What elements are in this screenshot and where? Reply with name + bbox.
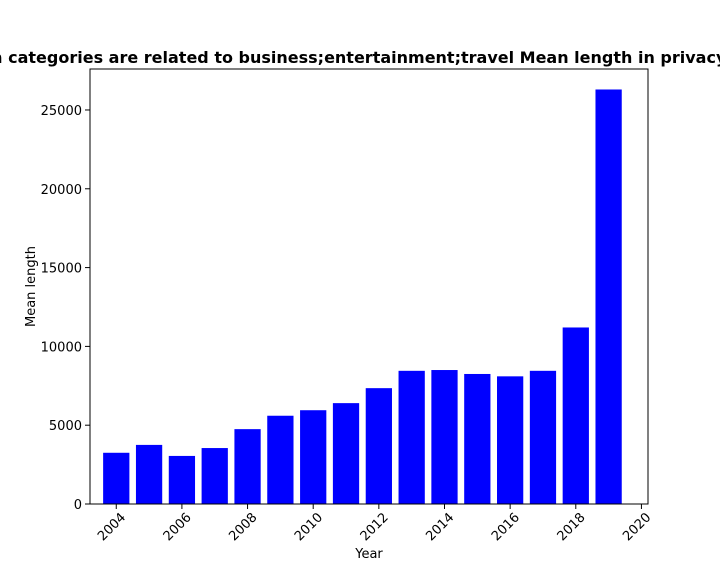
bar-2008 [234,429,261,504]
chart-title: Apps in categories are related to busine… [0,48,720,67]
x-tick-label: 2014 [423,510,457,544]
x-tick-label: 2006 [161,510,195,544]
bar-2009 [267,415,294,504]
y-tick-label: 0 [74,498,82,513]
bar-2004 [103,452,130,504]
bar-2005 [135,444,163,504]
x-axis-label: Year [354,547,383,562]
x-tick-label: 2020 [620,510,654,544]
y-axis-label: Mean length [24,246,39,327]
bar-2014 [431,370,458,504]
x-axis: 2004 2006 2008 2010 2012 2014 2016 2018 2020 [95,504,654,544]
y-tick-label: 15000 [41,262,82,277]
bars [103,89,622,505]
x-tick-label: 2018 [555,510,589,544]
y-tick-label: 10000 [41,340,82,355]
bar-2013 [398,370,425,504]
bar-2015 [464,373,491,504]
y-tick-label: 20000 [41,183,82,198]
x-tick-label: 2010 [292,510,326,544]
bar-2006 [168,455,196,504]
bar-2019 [595,89,622,505]
x-tick-label: 2004 [95,510,129,544]
y-tick-label: 5000 [49,419,82,434]
x-tick-label: 2012 [358,510,392,544]
bar-2016 [497,376,524,504]
x-tick-label: 2008 [226,510,260,544]
x-tick-label: 2016 [489,510,523,544]
bar-2012 [365,388,392,504]
bar-2011 [332,403,360,504]
y-axis: 0 5000 10000 15000 20000 25000 [41,104,90,513]
bar-2018 [562,327,589,504]
bar-2017 [529,370,557,504]
y-tick-label: 25000 [41,104,82,119]
bar-2007 [201,448,228,504]
plot-frame [89,68,649,505]
bar-2010 [300,410,327,504]
